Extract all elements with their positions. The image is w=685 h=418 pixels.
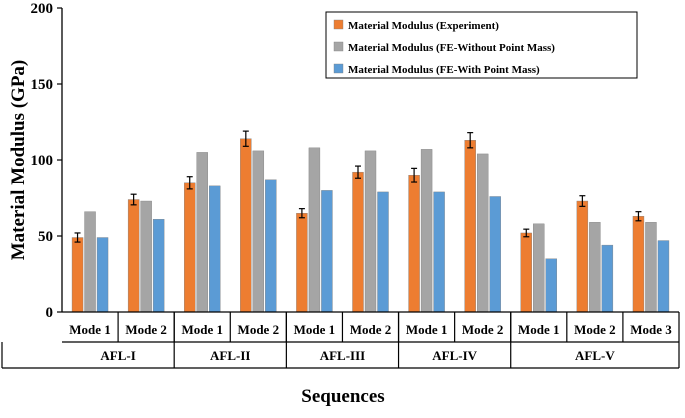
bar-2-10: [589, 222, 601, 313]
bar-1-4: [240, 138, 252, 313]
y-tick-label: 200: [31, 1, 54, 17]
bar-3-10: [601, 244, 614, 313]
y-tick-label: 50: [38, 229, 53, 245]
mode-label: Mode 2: [125, 322, 167, 337]
y-tick-label: 100: [31, 153, 54, 169]
x-axis-label: Sequences: [301, 386, 384, 407]
bar-1-8: [464, 140, 476, 313]
group-label: AFL-V: [575, 348, 615, 363]
bar-2-7: [420, 149, 433, 313]
bar-2-5: [308, 147, 321, 313]
group-label: AFL-IV: [432, 348, 477, 363]
bar-1-2: [127, 199, 140, 313]
bar-2-6: [364, 150, 377, 313]
y-tick-label: 0: [46, 305, 54, 321]
group-label: AFL-III: [320, 348, 366, 363]
axes-layer: [1, 7, 680, 369]
bar-2-1: [84, 211, 96, 313]
error-bar-3: [186, 176, 193, 190]
bar-1-5: [296, 212, 308, 313]
error-bar-5: [298, 208, 305, 219]
bar-2-8: [476, 153, 489, 313]
bar-3-3: [209, 185, 221, 313]
bar-2-3: [196, 152, 208, 313]
legend-label: Material Modulus (FE-Without Point Mass): [348, 42, 555, 54]
legend-swatch: [333, 41, 344, 52]
group-label: AFL-I: [100, 348, 135, 363]
error-bar-6: [355, 165, 361, 179]
mode-label: Mode 3: [630, 322, 672, 337]
error-bar-7: [411, 167, 418, 183]
legend: Material Modulus (Experiment) Material Mo…: [325, 11, 638, 79]
bar-1-1: [71, 237, 84, 313]
mode-label: Mode 1: [518, 322, 560, 337]
bar-3-9: [545, 258, 557, 313]
mode-label: Mode 1: [181, 322, 223, 337]
bar-3-6: [377, 191, 389, 313]
bar-1-3: [184, 182, 196, 313]
bar-2-9: [533, 223, 545, 313]
error-bar-8: [467, 132, 474, 149]
mode-label: Mode 2: [462, 322, 504, 337]
bar-2-4: [252, 150, 265, 313]
y-tick-label: 150: [31, 77, 54, 93]
bar-2-2: [140, 200, 152, 313]
mode-label: Mode 2: [574, 322, 616, 337]
bar-3-2: [152, 219, 165, 313]
mode-label: Mode 2: [238, 322, 280, 337]
error-bar-4: [242, 130, 249, 147]
bar-3-8: [489, 196, 501, 313]
bar-3-1: [96, 237, 109, 313]
legend-swatch: [333, 63, 344, 74]
error-bar-11: [635, 211, 642, 222]
bar-3-5: [321, 190, 333, 313]
legend-label: Material Modulus (Experiment): [348, 20, 499, 32]
bar-2-11: [645, 222, 657, 313]
bar-1-7: [408, 174, 420, 313]
mode-label: Mode 1: [406, 322, 448, 337]
bar-1-6: [352, 171, 364, 313]
error-bar-1: [74, 232, 81, 243]
bar-1-11: [632, 216, 645, 313]
mode-label: Mode 1: [294, 322, 336, 337]
error-bar-9: [523, 228, 530, 238]
y-axis-label: Material Modulus (GPa): [8, 60, 29, 261]
group-label: AFL-II: [210, 348, 250, 363]
bar-3-4: [265, 179, 277, 313]
error-bar-10: [579, 195, 586, 207]
bars-layer: [71, 130, 670, 313]
bar-3-11: [657, 240, 670, 313]
legend-box: [325, 11, 638, 79]
bar-1-10: [576, 200, 589, 313]
error-bar-2: [130, 193, 137, 206]
mode-label: Mode 2: [350, 322, 392, 337]
bar-3-7: [433, 191, 445, 313]
legend-label: Material Modulus (FE-With Point Mass): [348, 64, 540, 76]
bar-1-9: [520, 232, 532, 313]
mode-label: Mode 1: [69, 322, 111, 337]
labels-layer: Mode 1 Mode 2 Mode 1 Mode 2 Mode 1 Mode 2 Mode…: [31, 1, 673, 363]
legend-swatch: [333, 19, 344, 30]
